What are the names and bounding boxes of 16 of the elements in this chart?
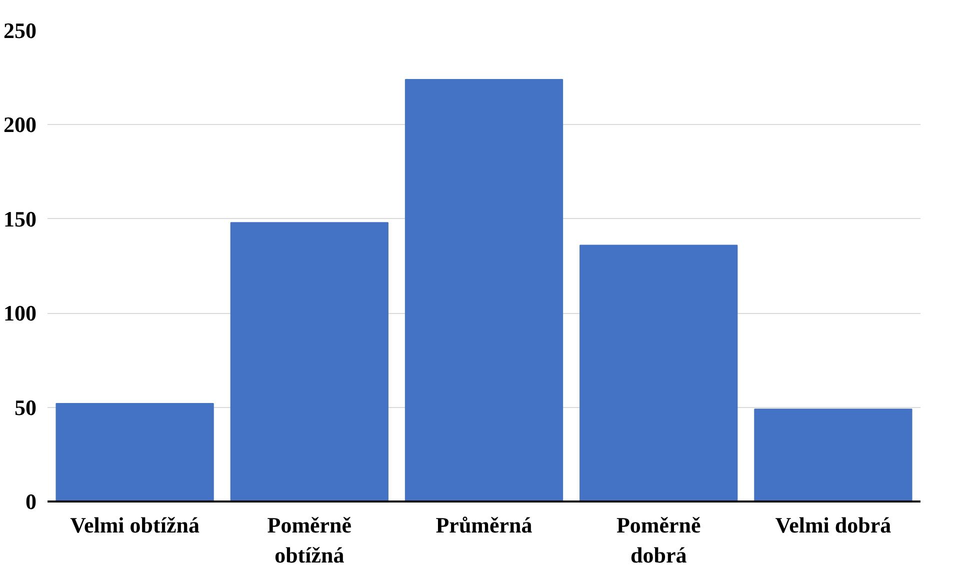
x-tick-label: Průměrná (436, 512, 532, 538)
y-tick-label: 50 (14, 394, 36, 420)
bar (230, 222, 388, 502)
y-tick-label: 100 (4, 300, 36, 326)
bar (754, 408, 912, 502)
x-tick-label: Poměrně dobrá (616, 512, 701, 568)
x-tick-label: Poměrně obtížná (267, 512, 352, 568)
y-tick-label: 0 (26, 489, 36, 514)
y-tick-label: 250 (4, 18, 36, 43)
y-tick-label: 200 (4, 112, 36, 138)
bar (404, 78, 564, 502)
x-tick-label: Velmi obtížná (70, 512, 200, 538)
x-tick-label: Velmi dobrá (775, 512, 892, 538)
bar (56, 403, 214, 502)
bar (580, 244, 738, 502)
y-tick-label: 150 (4, 206, 36, 232)
